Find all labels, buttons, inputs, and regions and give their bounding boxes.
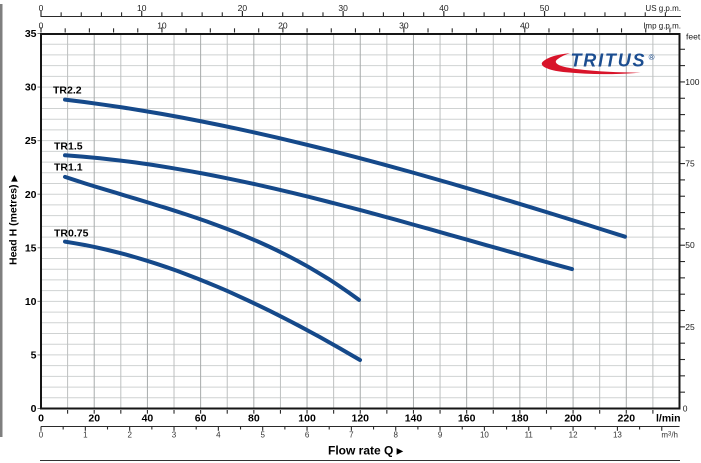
svg-text:30: 30: [399, 21, 409, 31]
svg-text:4: 4: [216, 430, 221, 439]
svg-text:2: 2: [127, 430, 132, 439]
svg-text:10: 10: [137, 3, 147, 13]
svg-text:15: 15: [25, 242, 37, 254]
svg-text:6: 6: [305, 430, 310, 439]
svg-text:l/min: l/min: [656, 412, 681, 424]
svg-text:1: 1: [83, 430, 88, 439]
svg-text:7: 7: [349, 430, 354, 439]
svg-text:®: ®: [649, 53, 655, 62]
svg-text:TR1.5: TR1.5: [54, 140, 83, 152]
svg-text:220: 220: [618, 412, 636, 424]
svg-text:0: 0: [39, 430, 44, 439]
svg-text:120: 120: [351, 412, 369, 424]
svg-text:Head H (metres) ▶: Head H (metres) ▶: [8, 175, 20, 265]
svg-text:11: 11: [525, 430, 534, 439]
svg-text:40: 40: [439, 3, 449, 13]
svg-text:20: 20: [25, 189, 37, 201]
svg-text:30: 30: [25, 82, 37, 94]
svg-text:feet: feet: [686, 32, 701, 42]
svg-text:200: 200: [564, 412, 582, 424]
svg-text:Imp g.p.m.: Imp g.p.m.: [643, 22, 681, 31]
svg-text:5: 5: [260, 430, 265, 439]
svg-text:180: 180: [511, 412, 529, 424]
svg-text:13: 13: [613, 430, 622, 439]
svg-text:35: 35: [25, 28, 37, 40]
svg-text:0: 0: [683, 404, 688, 414]
svg-text:10: 10: [157, 21, 167, 31]
svg-text:75: 75: [685, 159, 695, 169]
svg-text:TR1.1: TR1.1: [54, 161, 83, 173]
svg-text:3: 3: [172, 430, 177, 439]
svg-text:25: 25: [685, 322, 695, 332]
svg-text:40: 40: [520, 21, 530, 31]
svg-text:20: 20: [278, 21, 288, 31]
svg-text:9: 9: [438, 430, 443, 439]
svg-text:0: 0: [39, 21, 44, 31]
svg-text:TRITUS: TRITUS: [571, 50, 647, 70]
svg-text:140: 140: [405, 412, 423, 424]
svg-text:TR2.2: TR2.2: [53, 85, 82, 97]
svg-text:0: 0: [31, 403, 37, 415]
svg-text:0: 0: [38, 412, 44, 424]
svg-text:30: 30: [338, 3, 348, 13]
svg-text:m3/h: m3/h: [661, 430, 678, 439]
svg-text:60: 60: [195, 412, 207, 424]
svg-text:100: 100: [298, 412, 316, 424]
svg-text:10: 10: [25, 296, 37, 308]
svg-text:0: 0: [39, 3, 44, 13]
svg-text:12: 12: [569, 430, 578, 439]
svg-text:Flow rate Q ▶: Flow rate Q ▶: [328, 443, 404, 457]
svg-text:50: 50: [685, 240, 695, 250]
svg-text:40: 40: [142, 412, 154, 424]
svg-text:100: 100: [685, 77, 699, 87]
svg-text:TR0.75: TR0.75: [54, 228, 89, 240]
svg-text:5: 5: [31, 350, 37, 362]
svg-text:10: 10: [480, 430, 489, 439]
svg-text:20: 20: [238, 3, 248, 13]
svg-text:8: 8: [393, 430, 398, 439]
svg-text:25: 25: [25, 135, 37, 147]
svg-text:20: 20: [88, 412, 100, 424]
svg-text:80: 80: [248, 412, 260, 424]
svg-text:50: 50: [540, 3, 550, 13]
svg-text:160: 160: [458, 412, 476, 424]
svg-text:US g.p.m.: US g.p.m.: [645, 4, 681, 13]
